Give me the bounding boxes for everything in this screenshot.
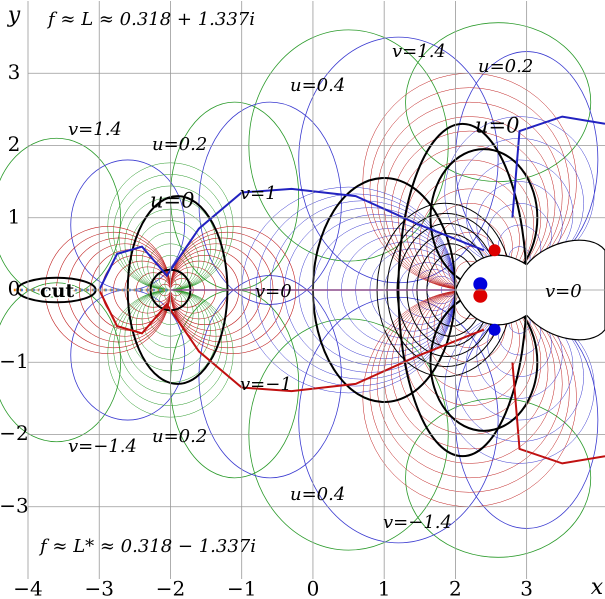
annotation: u=0.4 (290, 75, 345, 96)
y-tick-label: −3 (0, 493, 29, 517)
y-tick-label: −2 (0, 421, 29, 445)
y-tick-label: 0 (8, 277, 21, 301)
y-axis-label: y (7, 3, 21, 28)
annotation: u=0.2 (152, 134, 207, 155)
y-tick-label: 3 (8, 60, 21, 84)
annotation: u=0.2 (478, 56, 533, 77)
contour (98, 187, 485, 291)
annotation: v=0 (255, 281, 292, 302)
annotation: v=1.4 (392, 41, 446, 62)
x-tick-label: −3 (84, 577, 113, 599)
blob (488, 244, 501, 257)
x-tick-label: 2 (449, 577, 462, 599)
y-tick-label: 1 (8, 204, 21, 228)
annotation: f ≈ L* ≈ 0.318 − 1.337i (38, 536, 256, 557)
y-tick-label: −1 (0, 349, 29, 373)
blob (473, 288, 488, 303)
x-tick-label: 3 (520, 577, 533, 599)
blob (473, 277, 488, 292)
annotation: u=0 (150, 189, 194, 213)
annotation: u=0.2 (152, 426, 207, 447)
annotation: u=0.4 (290, 484, 345, 505)
x-tick-label: −1 (227, 577, 256, 599)
annotation: v=0 (545, 281, 582, 302)
contour (511, 362, 605, 465)
annotation: v=1 (240, 183, 277, 204)
annotation: f ≈ L ≈ 0.318 + 1.337i (46, 9, 255, 30)
contour (511, 115, 605, 218)
contour (405, 22, 592, 183)
x-tick-label: 0 (307, 577, 320, 599)
contour (98, 289, 485, 393)
cut-label: cut (40, 280, 74, 302)
x-tick-label: −4 (13, 577, 42, 599)
y-tick-label: 2 (8, 132, 21, 156)
annotation: v=−1.4 (68, 436, 137, 457)
x-tick-label: 1 (378, 577, 391, 599)
annotation: u=0 (475, 114, 519, 138)
x-axis-label: x (591, 575, 604, 599)
x-tick-label: −2 (156, 577, 185, 599)
annotation: v=−1.4 (383, 512, 452, 533)
blob (488, 323, 501, 336)
annotation: v=−1 (240, 374, 292, 395)
contour (405, 397, 592, 558)
annotation: v=1.4 (68, 119, 122, 140)
